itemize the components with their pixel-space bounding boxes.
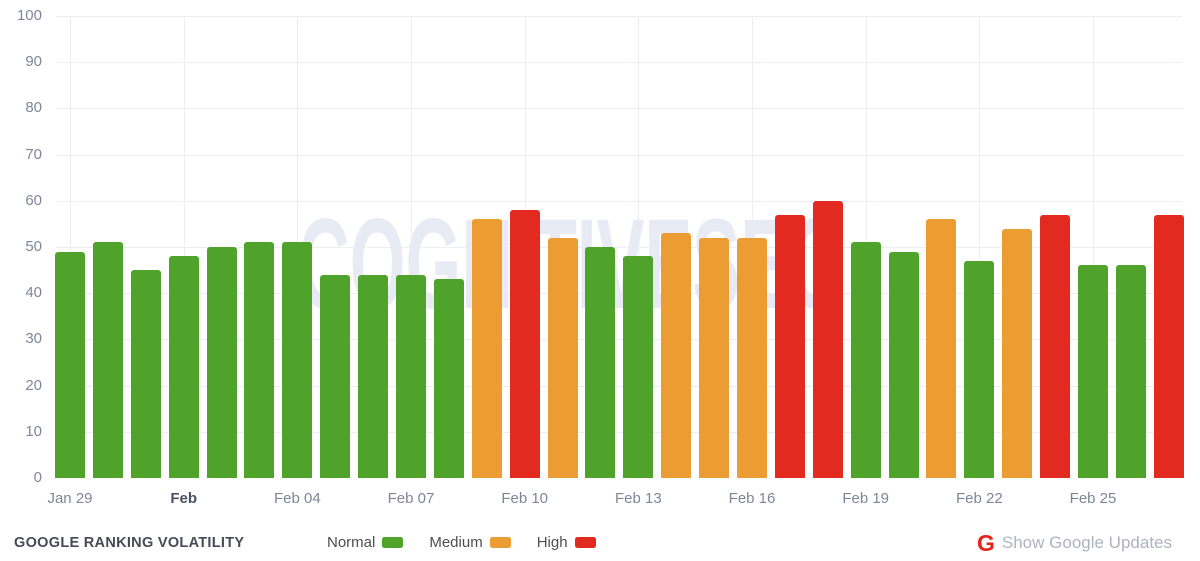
volatility-bar[interactable] bbox=[661, 233, 692, 478]
gridline-vertical bbox=[184, 16, 185, 478]
y-axis-label: 90 bbox=[25, 53, 42, 71]
volatility-bar[interactable] bbox=[623, 256, 654, 478]
legend-swatch-medium bbox=[489, 537, 511, 548]
y-axis-label: 80 bbox=[25, 99, 42, 117]
legend-swatch-normal bbox=[382, 537, 404, 548]
y-axis-label: 70 bbox=[25, 145, 42, 163]
y-axis-label: 30 bbox=[25, 330, 42, 348]
volatility-bar[interactable] bbox=[320, 274, 351, 478]
legend-label-medium: Medium bbox=[429, 534, 483, 551]
volatility-bar[interactable] bbox=[92, 242, 123, 478]
volatility-bar[interactable] bbox=[812, 200, 843, 478]
show-google-updates-label: Show Google Updates bbox=[1001, 533, 1172, 552]
gridline-vertical bbox=[1093, 16, 1094, 478]
volatility-bar[interactable] bbox=[699, 237, 730, 478]
gridline-horizontal bbox=[56, 247, 1182, 248]
volatility-bar[interactable] bbox=[547, 237, 578, 478]
volatility-bar[interactable] bbox=[585, 247, 616, 478]
gridline-horizontal bbox=[56, 339, 1182, 340]
volatility-bar[interactable] bbox=[1040, 214, 1071, 478]
y-axis-label: 20 bbox=[25, 376, 42, 394]
gridline-horizontal bbox=[56, 16, 1182, 17]
volatility-bar[interactable] bbox=[509, 210, 540, 478]
y-axis-label: 0 bbox=[33, 469, 42, 486]
legend: Normal Medium High bbox=[327, 534, 596, 551]
volatility-bar[interactable] bbox=[774, 214, 805, 478]
y-axis-label: 40 bbox=[25, 284, 42, 302]
gridline-horizontal bbox=[56, 432, 1182, 433]
volatility-bar[interactable] bbox=[1078, 265, 1109, 478]
x-axis-label: Feb 25 bbox=[1069, 490, 1117, 507]
gridline-horizontal bbox=[56, 108, 1182, 109]
volatility-bar[interactable] bbox=[358, 274, 389, 478]
volatility-bar[interactable] bbox=[168, 256, 199, 478]
legend-label-normal: Normal bbox=[327, 534, 376, 551]
volatility-bar[interactable] bbox=[471, 219, 502, 478]
x-axis-label: Feb 10 bbox=[501, 490, 549, 507]
y-axis-label: 50 bbox=[25, 238, 42, 255]
volatility-bar[interactable] bbox=[1153, 214, 1184, 478]
x-axis-label: Feb 07 bbox=[387, 490, 435, 507]
legend-swatch-high bbox=[574, 537, 596, 548]
chart-footer: GOOGLE RANKING VOLATILITY Normal Medium Hi… bbox=[0, 527, 1200, 561]
volatility-bar[interactable] bbox=[433, 279, 464, 478]
x-axis-label: Jan 29 bbox=[47, 490, 93, 507]
gridline-vertical bbox=[979, 16, 980, 478]
volatility-bar[interactable] bbox=[396, 274, 426, 478]
volatility-bar[interactable] bbox=[926, 219, 957, 478]
volatility-bar[interactable] bbox=[888, 251, 919, 478]
x-axis-label: Feb 22 bbox=[956, 490, 1003, 507]
volatility-bar[interactable] bbox=[55, 251, 85, 478]
volatility-bar[interactable] bbox=[964, 260, 995, 478]
gridline-vertical bbox=[70, 16, 71, 478]
x-axis-label: Feb 19 bbox=[842, 490, 890, 507]
gridline-horizontal bbox=[56, 293, 1182, 294]
volatility-bar[interactable] bbox=[206, 247, 237, 478]
gridline-horizontal bbox=[56, 62, 1182, 63]
gridline-vertical bbox=[411, 16, 412, 478]
y-axis-label: 10 bbox=[25, 422, 42, 440]
gridline-horizontal bbox=[56, 201, 1182, 202]
legend-item-high: High bbox=[537, 534, 596, 551]
legend-item-normal: Normal bbox=[327, 534, 404, 551]
show-google-updates-toggle[interactable]: G Show Google Updates bbox=[977, 531, 1172, 555]
volatility-bar[interactable] bbox=[850, 242, 881, 478]
legend-item-medium: Medium bbox=[429, 534, 511, 551]
chart-title: GOOGLE RANKING VOLATILITY bbox=[14, 535, 245, 551]
volatility-bar[interactable] bbox=[737, 237, 768, 478]
x-axis-label: Feb 13 bbox=[614, 490, 662, 507]
volatility-bar[interactable] bbox=[1115, 265, 1146, 478]
volatility-bar[interactable] bbox=[1002, 228, 1033, 478]
gridline-horizontal bbox=[56, 386, 1182, 387]
y-axis-label: 100 bbox=[16, 7, 42, 24]
volatility-bar[interactable] bbox=[282, 242, 313, 478]
google-g-icon: G bbox=[977, 530, 995, 556]
gridline-horizontal bbox=[56, 155, 1182, 156]
x-axis-label: Feb 04 bbox=[273, 490, 321, 507]
y-axis-label: 60 bbox=[25, 191, 42, 209]
gridline-vertical bbox=[638, 16, 639, 478]
volatility-bar[interactable] bbox=[244, 242, 275, 478]
legend-label-high: High bbox=[536, 534, 568, 551]
x-axis-label: Feb bbox=[170, 490, 197, 507]
volatility-bar[interactable] bbox=[130, 270, 161, 478]
x-axis-label: Feb 16 bbox=[728, 490, 776, 507]
